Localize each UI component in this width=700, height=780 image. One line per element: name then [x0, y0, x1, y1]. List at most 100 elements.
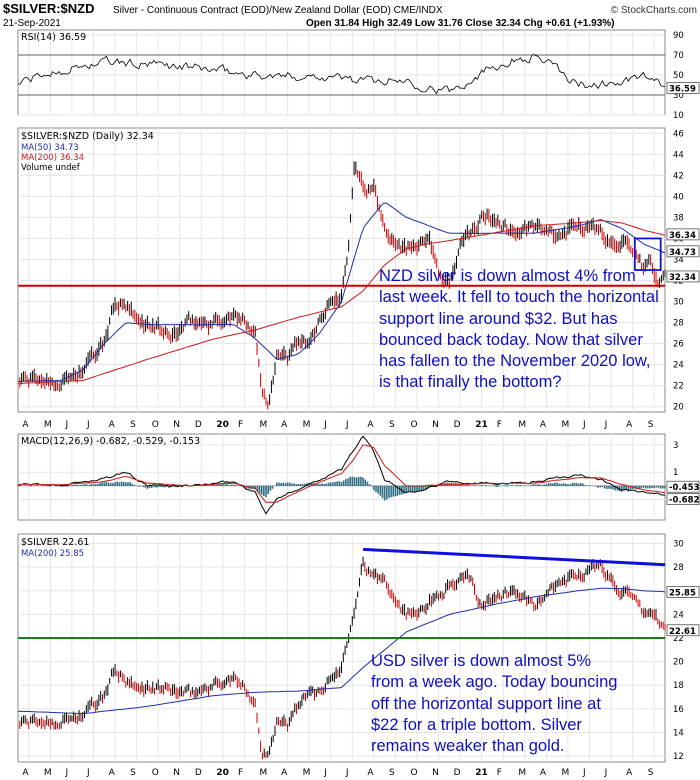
- usd-month-label: A: [626, 768, 633, 778]
- nzd-ytick-label: 20: [673, 403, 684, 413]
- nzd-month-label: M: [561, 420, 569, 430]
- nzd-month-label: A: [109, 420, 116, 430]
- nzd-month-label: J: [64, 420, 68, 430]
- nzd-ma200-label: 36.34: [669, 231, 696, 241]
- usd-ma200-label-box: [666, 586, 700, 598]
- nzd-month-label: A: [626, 420, 633, 430]
- nzd-month-label: S: [648, 420, 654, 430]
- usd-month-label: O: [411, 768, 418, 778]
- nzd-price-label-box: [666, 270, 700, 283]
- usd-month-label: J: [345, 768, 349, 778]
- rsi-last-label-box: [666, 82, 700, 94]
- nzd-price-label: 32.34: [669, 273, 696, 283]
- nzd-ytick-label: 46: [673, 129, 684, 139]
- macd-line: [17, 435, 666, 515]
- usd-month-label: N: [432, 768, 439, 778]
- chart-description: Silver - Continuous Contract (EOD)/New Z…: [113, 5, 443, 16]
- usd-ytick-label: 22: [673, 634, 684, 644]
- macd-ytick-label: 3: [673, 441, 678, 451]
- nzd-month-label: M: [260, 420, 268, 430]
- usd-month-label: J: [604, 768, 608, 778]
- nzd-annotation: NZD silver is down almost 4% from last w…: [379, 267, 659, 392]
- rsi-title: RSI(14) 36.59: [21, 32, 86, 43]
- nzd-month-label: 20: [216, 420, 229, 430]
- usd-ytick-label: 14: [673, 728, 684, 738]
- rsi-frame: [17, 29, 666, 116]
- usd-ytick-label: 12: [673, 752, 684, 762]
- nzd-month-label: N: [432, 420, 439, 430]
- usd-month-label: J: [86, 768, 90, 778]
- nzd-month-label: J: [345, 420, 349, 430]
- usd-month-label: A: [22, 768, 29, 778]
- nzd-month-label: A: [22, 420, 29, 430]
- nzd-ytick-label: 44: [673, 150, 684, 160]
- rsi-ytick-label: 90: [673, 31, 684, 41]
- rsi-ytick-label: 70: [673, 51, 684, 61]
- nzd-ma200-line: [17, 220, 666, 385]
- nzd-month-label: J: [323, 420, 327, 430]
- usd-ytick-label: 30: [673, 539, 684, 549]
- nzd-month-label: M: [518, 420, 526, 430]
- usd-month-label: S: [130, 768, 136, 778]
- nzd-month-label: O: [152, 420, 159, 430]
- rsi-ytick-label: 50: [673, 71, 684, 81]
- nzd-ytick-label: 38: [673, 213, 684, 223]
- macd-signal-line: [18, 444, 666, 503]
- nzd-month-label: M: [44, 420, 52, 430]
- nzd-ytick-label: 42: [673, 171, 684, 181]
- nzd-ytick-label: 24: [673, 361, 684, 371]
- usd-month-label: D: [454, 768, 461, 778]
- macd-ytick-label: 1: [673, 468, 678, 478]
- usd-month-label: A: [540, 768, 547, 778]
- macd-signal-label-box: [666, 480, 700, 493]
- nzd-month-label: J: [86, 420, 90, 430]
- nzd-month-label: J: [582, 420, 586, 430]
- usd-ma200-label: 25.85: [669, 588, 696, 598]
- usd-ytick-label: 20: [673, 658, 684, 668]
- usd-month-label: J: [582, 768, 586, 778]
- macd-signal-label: -0.453: [669, 483, 699, 493]
- usd-month-label: J: [64, 768, 68, 778]
- usd-month-label: A: [281, 768, 288, 778]
- usd-month-label: F: [497, 768, 502, 778]
- usd-month-label: O: [152, 768, 159, 778]
- usd-month-label: M: [518, 768, 526, 778]
- usd-price-label-box: [666, 624, 700, 637]
- nzd-ytick-label: 22: [673, 382, 684, 392]
- nzd-month-label: M: [303, 420, 311, 430]
- nzd-ytick-label: 28: [673, 319, 684, 329]
- usd-frame: [17, 533, 666, 763]
- rsi-last-label: 36.59: [669, 84, 696, 94]
- usd-month-label: S: [648, 768, 654, 778]
- nzd-month-label: N: [173, 420, 180, 430]
- nzd-month-label: F: [238, 420, 243, 430]
- usd-month-label: A: [367, 768, 374, 778]
- usd-month-label: M: [303, 768, 311, 778]
- rsi-ytick-label: 10: [673, 111, 684, 121]
- usd-month-label: 20: [216, 768, 229, 778]
- quote-line: Open 31.84 High 32.49 Low 31.76 Close 32…: [306, 18, 614, 29]
- usd-ma200-line: [17, 587, 666, 715]
- usd-month-label: D: [195, 768, 202, 778]
- usd-month-label: F: [238, 768, 243, 778]
- rsi-line: [17, 53, 666, 95]
- rsi-ytick-label: 30: [673, 91, 684, 101]
- nzd-title: $SILVER:$NZD (Daily) 32.34: [21, 131, 154, 142]
- nzd-month-label: S: [389, 420, 395, 430]
- usd-month-label: M: [561, 768, 569, 778]
- nzd-legend-volume: Volume undef: [21, 163, 81, 173]
- usd-price-label: 22.61: [669, 627, 696, 637]
- usd-month-label: M: [260, 768, 268, 778]
- usd-legend-ma200: MA(200) 25.85: [21, 549, 84, 559]
- nzd-month-label: A: [281, 420, 288, 430]
- nzd-month-label: O: [411, 420, 418, 430]
- nzd-month-label: A: [540, 420, 547, 430]
- macd-title: MACD(12,26,9) -0.682, -0.529, -0.153: [21, 436, 200, 447]
- macd-value-label: -0.682: [669, 496, 699, 506]
- usd-month-label: A: [109, 768, 116, 778]
- usd-ytick-label: 28: [673, 563, 684, 573]
- nzd-ma200-label-box: [666, 228, 700, 241]
- usd-ytick-label: 16: [673, 705, 684, 715]
- nzd-consolidation-box: [633, 237, 662, 271]
